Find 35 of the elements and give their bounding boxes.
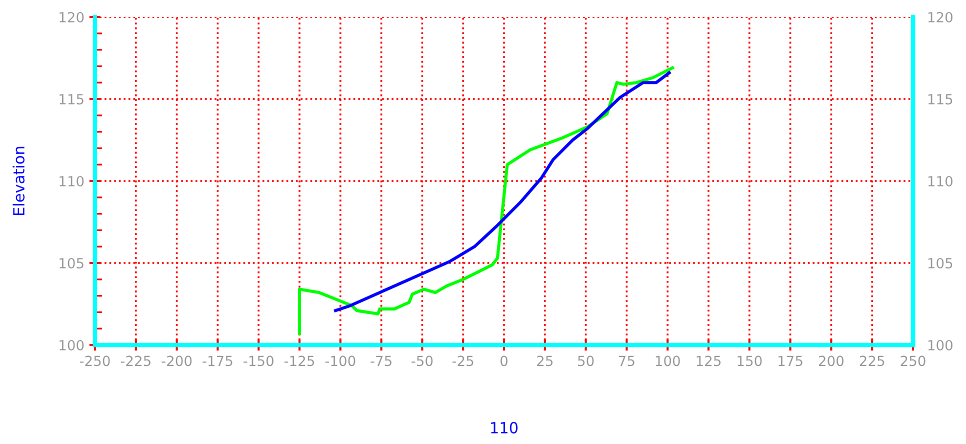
line-series [298, 66, 674, 336]
x-tick-label: 125 [696, 356, 721, 366]
x-tick-label: -175 [202, 356, 232, 366]
y-tick-label: 115 [60, 94, 84, 104]
x-tick-label: 50 [578, 356, 594, 366]
y-tick-label: 110 [60, 176, 84, 186]
x-tick-label: -50 [412, 356, 433, 366]
line-series [334, 71, 671, 312]
y2-tick-label: 110 [928, 176, 952, 186]
y2-tick-label: 120 [928, 12, 952, 22]
x-tick-label: -200 [162, 356, 192, 366]
x-tick-label: -25 [452, 356, 474, 366]
x-tick-label: 250 [900, 356, 926, 366]
y-tick-label: 120 [60, 12, 84, 22]
x-tick-label: 0 [500, 356, 508, 366]
y-axis-title: Elevation [12, 146, 25, 215]
x-tick-label: 25 [537, 356, 553, 366]
x-tick-label: -225 [120, 356, 150, 366]
y2-tick-label: 115 [928, 94, 952, 104]
x-axis-title: 110 [491, 422, 518, 434]
y-tick-label: 105 [60, 258, 84, 268]
x-tick-label: 200 [818, 356, 844, 366]
y2-tick-label: 105 [928, 258, 952, 268]
x-tick-label: -75 [370, 356, 392, 366]
x-tick-label: -125 [284, 356, 314, 366]
x-tick-label: -250 [80, 356, 110, 366]
x-tick-label: 225 [860, 356, 884, 366]
x-tick-label: -100 [325, 356, 356, 366]
x-tick-label: 75 [619, 356, 634, 366]
x-tick-label: 100 [656, 356, 680, 366]
x-tick-label: 150 [738, 356, 762, 366]
x-tick-label: 175 [778, 356, 802, 366]
y2-tick-label: 100 [928, 340, 952, 350]
y-tick-label: 100 [60, 340, 84, 350]
x-tick-label: -150 [244, 356, 274, 366]
